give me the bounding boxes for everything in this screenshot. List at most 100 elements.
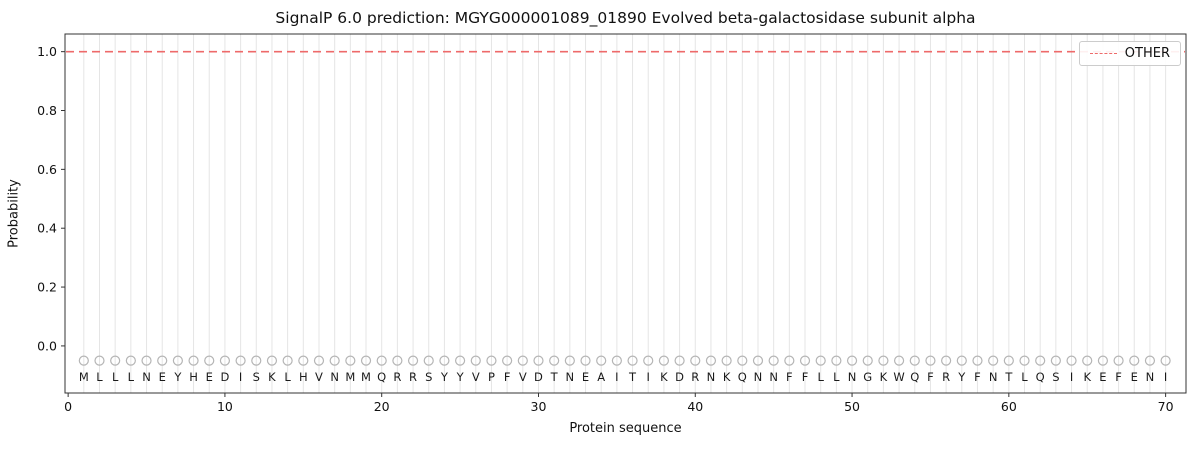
residue-marker — [862, 355, 873, 366]
residue-marker — [1066, 355, 1077, 366]
residue-letter: R — [691, 370, 699, 384]
residue-marker — [909, 355, 920, 366]
residue-letter: K — [723, 370, 731, 384]
residue-marker — [549, 355, 560, 366]
residue-letter: G — [863, 370, 872, 384]
x-tick-label: 10 — [217, 399, 233, 414]
residue-letter: R — [942, 370, 950, 384]
residue-letter: E — [1099, 370, 1106, 384]
y-tick-label: 0.2 — [37, 280, 57, 295]
residue-marker — [878, 355, 889, 366]
figure-title: SignalP 6.0 prediction: MGYG000001089_01… — [275, 9, 976, 27]
residue-marker — [596, 355, 607, 366]
residue-marker — [768, 355, 779, 366]
residue-marker — [1082, 355, 1093, 366]
residue-marker — [972, 355, 983, 366]
residue-letter: W — [893, 370, 904, 384]
residue-marker — [1160, 355, 1171, 366]
residue-marker — [1003, 355, 1014, 366]
residue-letter: N — [707, 370, 716, 384]
residue-letter: L — [112, 370, 119, 384]
residue-marker — [266, 355, 278, 366]
residue-marker — [141, 355, 152, 366]
residue-letter: L — [1021, 370, 1028, 384]
residue-letter: L — [128, 370, 135, 384]
residue-marker — [627, 355, 638, 366]
residue-letter: F — [974, 370, 981, 384]
residue-letter: L — [833, 370, 840, 384]
residue-marker — [188, 355, 199, 366]
residue-marker — [1019, 355, 1030, 366]
residue-marker — [815, 355, 826, 366]
residue-marker — [674, 355, 685, 366]
residue-letter: T — [1004, 370, 1013, 384]
residue-marker — [502, 355, 513, 366]
residue-letter: N — [769, 370, 778, 384]
residue-marker — [1129, 355, 1140, 366]
y-tick-label: 0.6 — [37, 162, 57, 177]
residue-letter: Q — [377, 370, 386, 384]
residue-marker — [470, 355, 481, 366]
residue-marker — [752, 355, 764, 366]
plot-border — [64, 33, 1187, 394]
residue-marker — [956, 355, 967, 366]
residue-letter: T — [550, 370, 559, 384]
residue-marker — [110, 355, 121, 366]
residue-letter: N — [848, 370, 857, 384]
residue-letter: A — [597, 370, 605, 384]
y-tick-label: 0.0 — [37, 338, 57, 353]
legend-label-other: OTHER — [1124, 46, 1170, 61]
residue-letter: I — [615, 370, 618, 384]
residue-marker — [533, 355, 544, 366]
residue-marker — [376, 355, 387, 366]
legend: OTHER — [1078, 41, 1181, 66]
residue-marker — [282, 355, 293, 366]
residue-marker — [94, 355, 105, 366]
residue-letter: D — [675, 370, 684, 384]
residue-marker — [392, 355, 403, 366]
residue-letter: N — [142, 370, 151, 384]
residue-marker — [439, 355, 450, 366]
residue-letter: S — [425, 370, 432, 384]
residue-marker — [219, 355, 231, 366]
residue-marker — [925, 355, 936, 366]
residue-marker — [517, 355, 528, 366]
residue-letter: E — [1131, 370, 1138, 384]
x-axis-label: Protein sequence — [569, 421, 682, 436]
residue-letter: K — [660, 370, 668, 384]
residue-letter: Y — [456, 370, 465, 384]
residue-letter: V — [472, 370, 480, 384]
residue-letter: F — [1115, 370, 1122, 384]
residue-marker — [1144, 355, 1156, 366]
residue-letter: N — [989, 370, 998, 384]
y-tick-label: 0.4 — [37, 221, 57, 236]
residue-marker — [1035, 355, 1046, 366]
x-tick-label: 60 — [1001, 399, 1017, 414]
residue-marker — [799, 355, 811, 366]
residue-letter: Q — [1036, 370, 1045, 384]
residue-marker — [690, 355, 701, 366]
residue-marker — [329, 355, 340, 366]
residue-letter: F — [504, 370, 511, 384]
residue-letter: R — [393, 370, 401, 384]
residue-marker — [564, 355, 575, 366]
residue-letter: I — [647, 370, 650, 384]
residue-letter: E — [206, 370, 213, 384]
x-tick-label: 40 — [687, 399, 703, 414]
residue-marker — [658, 355, 670, 366]
x-tick-label: 20 — [374, 399, 390, 414]
residue-letter: M — [361, 370, 371, 384]
y-tick-label: 0.8 — [37, 103, 57, 118]
residue-letter: S — [253, 370, 260, 384]
residue-letter: Y — [440, 370, 449, 384]
residue-marker — [423, 355, 434, 366]
residue-letter: I — [239, 370, 242, 384]
residue-letter: E — [582, 370, 589, 384]
residue-letter: N — [330, 370, 339, 384]
residue-letter: K — [1083, 370, 1091, 384]
residue-letter: E — [159, 370, 166, 384]
residue-marker — [298, 355, 309, 366]
residue-marker — [204, 355, 215, 366]
residue-letter: I — [1070, 370, 1073, 384]
